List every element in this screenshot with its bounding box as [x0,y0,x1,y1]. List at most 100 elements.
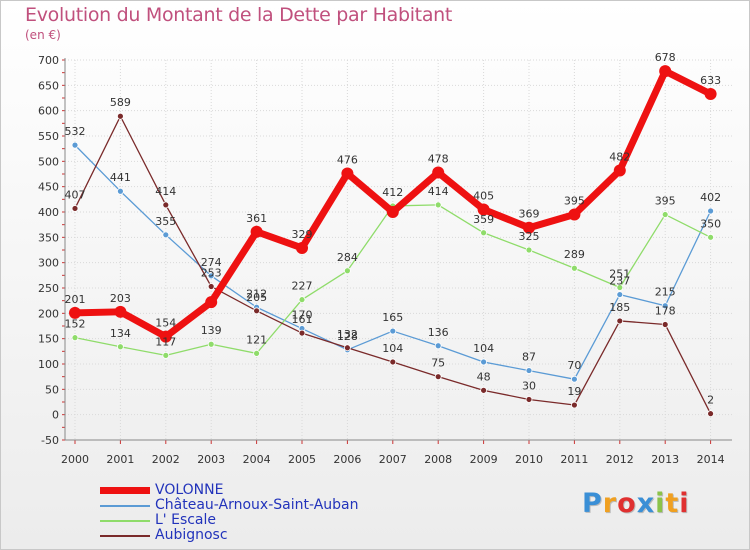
data-label: 478 [428,152,449,165]
data-label: 407 [65,188,86,201]
data-label: 117 [155,335,176,348]
legend-swatch [100,487,150,494]
legend-swatch [100,519,150,522]
data-label: 412 [382,186,403,199]
data-label: 589 [110,96,131,109]
data-label: 633 [700,74,721,87]
x-tick-label: 2011 [560,453,588,466]
data-label: 203 [110,292,131,305]
x-tick-label: 2002 [152,453,180,466]
legend-swatch [100,504,150,507]
data-label: 414 [428,185,449,198]
data-point [661,321,669,328]
data-point [616,284,624,291]
data-point [207,340,215,348]
data-point [71,141,79,149]
data-label: 30 [522,379,536,392]
data-label: 19 [567,385,581,398]
legend-item: L' Escale [100,513,359,528]
data-point [434,342,442,350]
grid [65,59,732,441]
data-label: 178 [655,304,676,317]
data-point [71,334,79,342]
data-point [162,351,170,359]
data-label: 395 [564,195,585,208]
legend-item: Aubignosc [100,528,359,543]
data-label: 237 [609,275,630,288]
data-point [114,305,127,318]
data-label: 329 [292,228,313,241]
data-point [389,327,397,335]
data-point [386,206,399,218]
data-point [434,201,442,209]
data-point [207,272,215,280]
y-tick-label: 450 [38,181,59,194]
data-point [568,208,581,221]
y-tick-label: 500 [38,155,59,168]
data-label: 227 [292,280,313,293]
data-label: 441 [110,171,131,184]
data-point [117,112,124,120]
series-group [69,65,717,418]
data-point [707,233,714,241]
y-tick-label: 50 [45,383,59,396]
legend-item: VOLONNE [100,483,359,498]
x-tick-label: 2005 [288,453,316,466]
data-point [525,396,533,403]
x-tick-label: 2001 [106,453,134,466]
data-label: 325 [519,230,540,243]
data-label: 201 [65,293,86,306]
data-label: 185 [609,301,630,314]
data-point [432,166,445,179]
data-point [616,317,624,325]
data-point [571,264,578,272]
data-point [205,296,218,309]
data-point [389,358,397,366]
data-label: 414 [155,185,176,198]
data-label: 215 [655,286,676,299]
data-point [71,205,79,212]
legend: VOLONNE Château-Arnoux-Saint-Auban L' Esca… [100,483,359,543]
data-point [571,375,578,383]
data-point [571,401,578,409]
y-tick-label: 600 [38,105,59,118]
data-label: 359 [473,213,494,226]
data-point [69,306,81,319]
data-label: 289 [564,248,585,261]
y-tick-label: 0 [52,409,59,422]
data-point [298,329,306,337]
data-label: 139 [201,324,222,337]
data-point [117,187,124,195]
data-point [298,296,306,304]
x-tick-label: 2007 [379,453,407,466]
y-tick-label: 550 [38,130,59,143]
x-tick-label: 2014 [697,453,725,466]
legend-swatch [100,534,150,537]
data-label: 284 [337,251,358,264]
data-label: 678 [655,51,676,64]
data-label: 482 [609,150,630,163]
legend-label: Château-Arnoux-Saint-Auban [155,497,359,513]
data-point [250,225,263,238]
data-label: 476 [337,153,358,166]
data-label: 2 [707,394,714,407]
data-label: 251 [609,267,630,280]
y-tick-label: 350 [38,231,59,244]
chart-title: Evolution du Montant de la Dette par Hab… [25,4,453,26]
data-point [253,307,261,315]
data-label: 48 [477,370,491,383]
data-label: 165 [382,311,403,324]
legend-label: VOLONNE [155,482,224,498]
data-label: 152 [65,318,86,331]
x-tick-label: 2012 [606,453,634,466]
data-point [659,65,672,78]
data-label: 170 [292,309,313,322]
y-tick-label: 400 [38,206,59,219]
x-tick-label: 2010 [515,453,543,466]
data-point [341,167,354,180]
data-label: 70 [567,359,581,372]
data-point [253,349,261,357]
